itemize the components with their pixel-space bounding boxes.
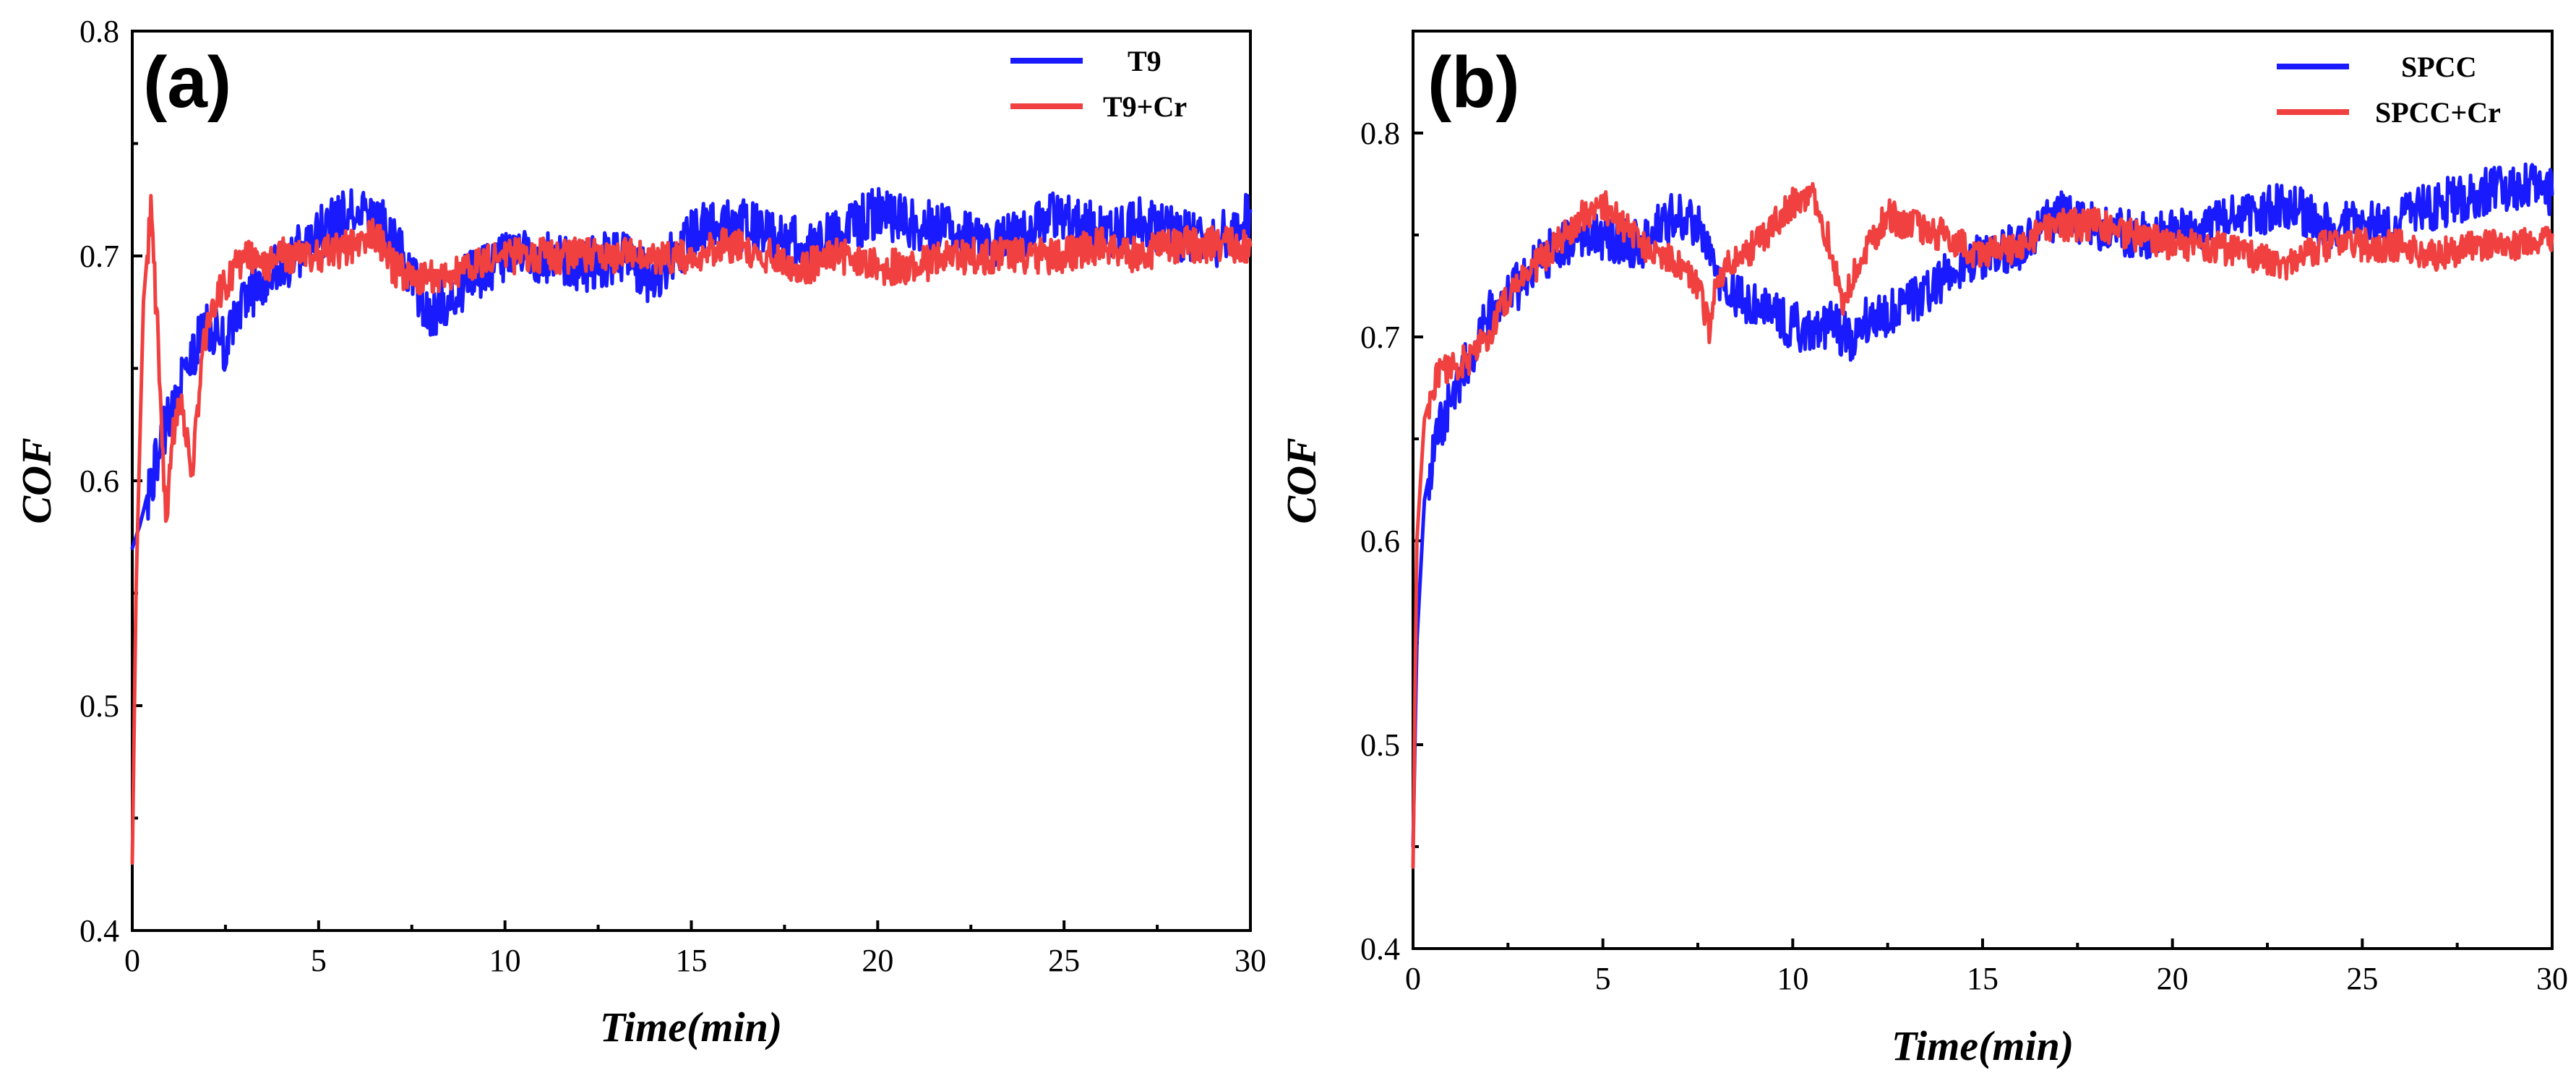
x-tick-label: 25 bbox=[2346, 961, 2378, 996]
x-tick-label: 10 bbox=[1777, 961, 1808, 996]
series-line-spcc bbox=[1411, 162, 2554, 849]
x-axis-title: Time(min) bbox=[600, 1004, 782, 1051]
y-tick-label: 0.6 bbox=[80, 463, 119, 499]
x-tick-label: 30 bbox=[1235, 943, 1266, 978]
y-tick-label: 0.7 bbox=[1360, 320, 1400, 355]
x-tick-label: 0 bbox=[124, 943, 140, 978]
y-tick-label: 0.5 bbox=[80, 688, 119, 724]
x-axis: 0 5 10 15 20 25 30 bbox=[1405, 938, 2568, 996]
series-line-t9-cr bbox=[130, 194, 1253, 865]
y-tick-label: 0.8 bbox=[1360, 116, 1400, 151]
x-tick-label: 15 bbox=[1967, 961, 1998, 996]
x-tick-label: 15 bbox=[676, 943, 708, 978]
x-tick-label: 10 bbox=[489, 943, 521, 978]
x-tick-label: 30 bbox=[2536, 961, 2568, 996]
y-tick-label: 0.6 bbox=[1360, 523, 1400, 559]
series-layer bbox=[1411, 162, 2554, 869]
x-tick-label: 20 bbox=[862, 943, 893, 978]
series-line-spcc-cr bbox=[1411, 181, 2554, 869]
y-tick-label: 0.8 bbox=[80, 14, 119, 49]
legend: T9 T9+Cr bbox=[1010, 45, 1187, 123]
y-tick-label: 0.7 bbox=[80, 239, 119, 274]
y-tick-label: 0.4 bbox=[1360, 931, 1400, 967]
y-axis-title: COF bbox=[13, 437, 60, 523]
plot-frame bbox=[131, 30, 1252, 932]
legend-label-t9: T9 bbox=[1128, 45, 1162, 77]
series-layer bbox=[130, 187, 1253, 865]
chart-panel-a: 0 5 10 15 20 25 30 0.4 0.5 0.6 0.7 0.8 (a) Time(mi… bbox=[13, 14, 1266, 1051]
legend: SPCC SPCC+Cr bbox=[2277, 51, 2501, 129]
legend-label-spcc-cr: SPCC+Cr bbox=[2375, 96, 2501, 129]
x-tick-label: 5 bbox=[1595, 961, 1611, 996]
x-axis: 0 5 10 15 20 25 30 bbox=[124, 920, 1266, 978]
y-tick-label: 0.5 bbox=[1360, 727, 1400, 763]
x-tick-label: 0 bbox=[1405, 961, 1421, 996]
y-axis: 0.4 0.5 0.6 0.7 0.8 bbox=[80, 14, 142, 949]
y-axis: 0.4 0.5 0.6 0.7 0.8 bbox=[1360, 116, 1423, 967]
x-tick-label: 25 bbox=[1048, 943, 1080, 978]
x-tick-label: 20 bbox=[2157, 961, 2189, 996]
legend-label-t9-cr: T9+Cr bbox=[1103, 90, 1187, 123]
x-tick-label: 5 bbox=[311, 943, 327, 978]
panel-label: (a) bbox=[143, 42, 231, 123]
x-axis-title: Time(min) bbox=[1892, 1022, 2074, 1069]
legend-label-spcc: SPCC bbox=[2401, 51, 2476, 83]
panel-label: (b) bbox=[1427, 42, 1520, 123]
y-axis-title: COF bbox=[1278, 437, 1325, 523]
chart-panel-b: 0 5 10 15 20 25 30 0.4 0.5 0.6 0.7 0.8 (b) Time(mi… bbox=[1278, 30, 2568, 1069]
plot-frame bbox=[1412, 30, 2554, 950]
y-tick-label: 0.4 bbox=[80, 913, 119, 949]
